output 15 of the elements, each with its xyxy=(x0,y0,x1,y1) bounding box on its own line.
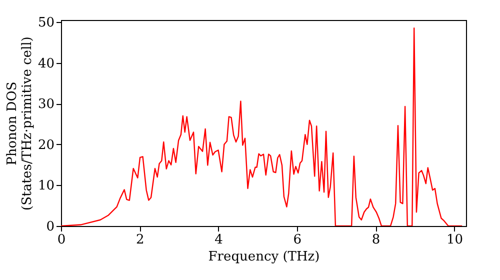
y-tick-label: 20 xyxy=(38,138,54,153)
x-tick-label: 10 xyxy=(446,232,463,248)
y-tick-label: 10 xyxy=(38,178,54,194)
y-tick-label: 40 xyxy=(38,56,54,72)
x-tick-label: 6 xyxy=(293,232,302,248)
y-tick-label: 30 xyxy=(38,97,54,112)
x-tick-label: 8 xyxy=(372,232,380,248)
x-axis-title: Frequency (THz) xyxy=(208,250,320,264)
y-tick-label: 50 xyxy=(38,16,54,31)
y-axis-title: Phonon DOS (States/THz·primitive cell) xyxy=(4,36,35,211)
x-tick-label: 0 xyxy=(57,232,66,248)
x-tick-label: 4 xyxy=(214,232,223,248)
y-tick-label: 0 xyxy=(46,220,54,234)
x-tick-label: 2 xyxy=(136,232,144,248)
line-series xyxy=(61,28,463,226)
